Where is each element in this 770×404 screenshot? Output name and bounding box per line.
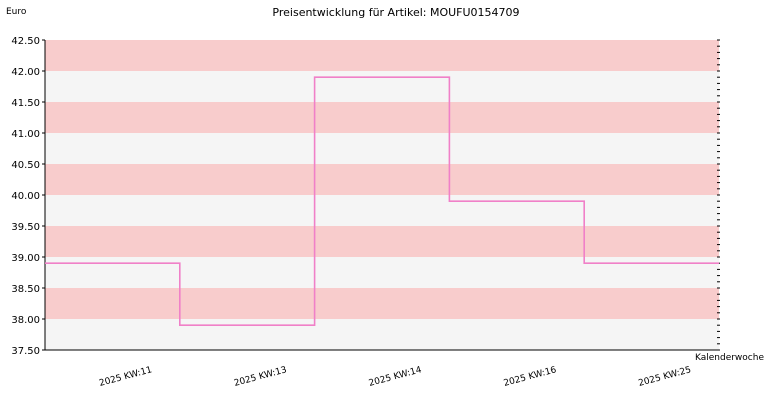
y-tick-label: 42.00 (11, 67, 40, 78)
x-tick-label: 2025 KW:11 (98, 365, 153, 389)
x-ticks: 2025 KW:11 2025 KW:13 2025 KW:14 2025 KW:16… (98, 365, 692, 389)
grid-bands (45, 40, 719, 350)
x-tick-label: 2025 KW:14 (368, 365, 423, 389)
y-tick-label: 42.50 (11, 36, 40, 47)
y-tick-label: 38.50 (11, 284, 40, 295)
x-tick-label: 2025 KW:13 (233, 365, 288, 389)
y-tick-label: 40.50 (11, 160, 40, 171)
x-axis-label: Kalenderwoche (695, 353, 764, 363)
x-tick-label: 2025 KW:25 (637, 365, 692, 389)
y-tick-label: 39.00 (11, 253, 40, 264)
y-tick-label: 38.00 (11, 315, 40, 326)
grid-band (45, 226, 719, 257)
y-tick-label: 41.00 (11, 129, 40, 140)
series-layer (45, 76, 719, 326)
grid-band (45, 40, 719, 71)
grid-band (45, 164, 719, 195)
y-tick-label: 39.50 (11, 222, 40, 233)
y-axis-label: Euro (6, 7, 27, 17)
y-tick-label: 40.00 (11, 191, 40, 202)
grid-band (45, 133, 719, 164)
price-series-line (45, 76, 719, 326)
x-tick-label: 2025 KW:16 (503, 365, 558, 389)
grid-band (45, 195, 719, 226)
grid-band (45, 102, 719, 133)
grid-band (45, 319, 719, 350)
y-tick-label: 37.50 (11, 346, 40, 357)
chart-title: Preisentwicklung für Artikel: MOUFU01547… (272, 6, 519, 19)
y-tick-label: 41.50 (11, 98, 40, 109)
grid-band (45, 257, 719, 288)
grid-band (45, 71, 719, 102)
y-ticks: 37.50 38.00 38.50 39.00 39.50 40.00 40.50 41.00… (11, 36, 720, 357)
grid-band (45, 288, 719, 319)
